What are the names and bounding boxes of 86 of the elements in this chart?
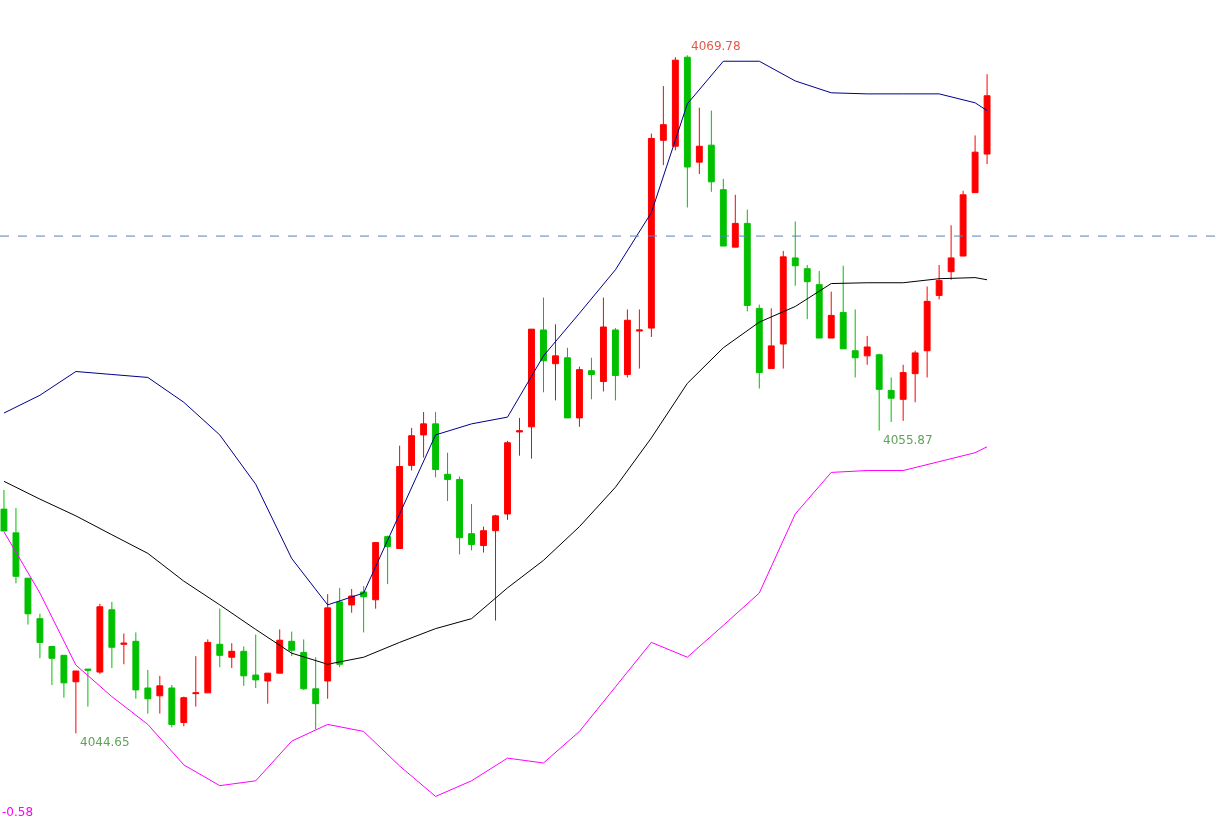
candlestick — [599, 297, 607, 392]
candlestick — [72, 670, 80, 734]
candlestick — [504, 440, 511, 521]
candlestick — [312, 656, 320, 730]
candlestick — [276, 628, 284, 674]
annotation: 4069.78 — [691, 39, 741, 53]
candlestick — [168, 684, 176, 728]
candlestick — [863, 335, 871, 366]
candlestick — [899, 364, 907, 422]
candlestick — [192, 655, 200, 708]
candlestick — [564, 347, 571, 419]
candlestick — [588, 357, 595, 400]
candlestick — [12, 507, 20, 584]
candlestick — [228, 642, 236, 669]
candlestick — [552, 323, 559, 401]
candlestick — [851, 308, 859, 378]
candlestick — [887, 376, 895, 423]
candlestick — [36, 613, 44, 659]
candlestick — [144, 669, 152, 715]
candlestick — [444, 452, 451, 502]
candlestick — [516, 417, 523, 457]
candlestick — [983, 73, 991, 165]
candlestick — [396, 445, 404, 549]
candlestick — [540, 297, 547, 393]
candlestick — [875, 353, 883, 432]
candlestick — [576, 366, 583, 428]
candlestick — [719, 178, 727, 247]
candlestick — [120, 632, 128, 665]
candlestick — [24, 577, 32, 626]
candlestick — [659, 85, 667, 166]
candlestick — [84, 668, 92, 708]
candlestick — [156, 675, 164, 715]
candlestick — [791, 221, 799, 287]
candlestick — [132, 631, 140, 700]
candlestick — [324, 593, 332, 700]
candlestick — [360, 585, 368, 633]
candlestick — [959, 190, 967, 257]
candlestick — [108, 601, 116, 669]
candlestick — [971, 134, 979, 194]
candlestick — [60, 654, 68, 699]
candlestick — [492, 514, 499, 622]
candlestick — [432, 411, 440, 478]
annotation: 4044.65 — [80, 735, 130, 749]
candlestick — [204, 638, 212, 694]
candlestick — [815, 270, 823, 339]
candlestick — [923, 286, 931, 378]
candlestick — [264, 672, 272, 705]
candlestick — [480, 526, 487, 554]
candlestick — [755, 304, 763, 390]
candlestick — [935, 264, 943, 300]
annotation: -0.58 — [2, 805, 34, 819]
candlestick — [180, 696, 188, 727]
candlestick — [947, 224, 955, 281]
candlestick — [0, 489, 8, 532]
candlestick — [372, 542, 380, 610]
candlestick — [420, 411, 428, 459]
candlestick — [252, 634, 260, 689]
candlestick — [731, 194, 739, 248]
candlestick — [288, 631, 296, 657]
candlestick — [348, 588, 356, 614]
candlestick — [911, 350, 919, 403]
candlestick — [336, 587, 344, 668]
candlestick — [683, 54, 691, 208]
candlestick — [803, 264, 811, 320]
candlestick — [300, 638, 308, 691]
candlestick — [839, 265, 847, 350]
candlestick — [240, 645, 248, 687]
candlestick — [767, 307, 775, 370]
candlestick — [827, 291, 835, 339]
candlestick — [671, 56, 679, 151]
candlestick — [623, 308, 631, 378]
candlestick — [647, 133, 655, 338]
candlestick — [707, 110, 715, 193]
candlestick — [528, 328, 535, 460]
candlestick — [468, 503, 475, 551]
candlestick — [96, 603, 104, 675]
candlestick — [635, 308, 643, 370]
candlestick — [743, 209, 751, 312]
candlestick — [456, 475, 463, 555]
candlestick — [48, 645, 56, 686]
candlestick — [779, 250, 787, 370]
candlestick — [408, 427, 416, 472]
annotation: 4055.87 — [883, 433, 933, 447]
candlestick — [695, 107, 703, 175]
candlestick — [216, 608, 224, 668]
candlestick — [611, 327, 619, 401]
